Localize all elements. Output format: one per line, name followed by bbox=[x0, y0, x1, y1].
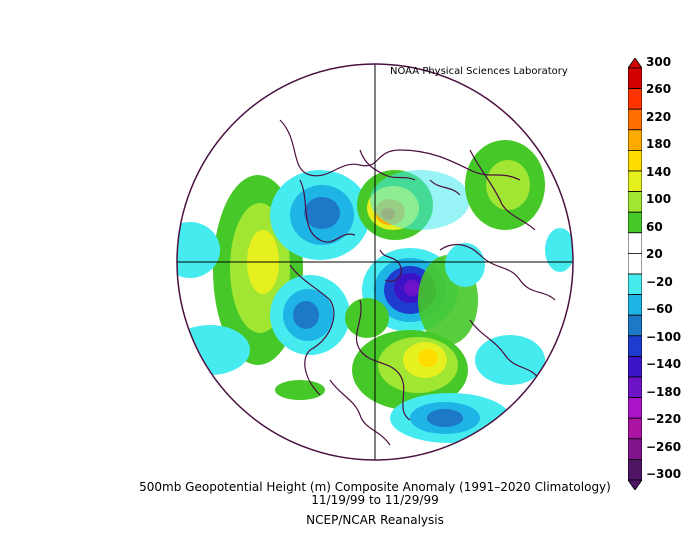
colorbar-segment bbox=[628, 376, 642, 399]
colorbar-tick-label: −60 bbox=[646, 302, 673, 317]
anomaly-negative-alaska bbox=[270, 170, 370, 260]
colorbar-segment bbox=[628, 67, 642, 90]
colorbar-segment bbox=[628, 211, 642, 234]
map-boundary bbox=[176, 63, 574, 461]
caption-title: 500mb Geopotential Height (m) Composite … bbox=[139, 480, 611, 494]
colorbar-tick-label: 220 bbox=[646, 109, 672, 124]
colorbar-tick-label: 300 bbox=[646, 55, 672, 69]
colorbar-segment bbox=[628, 252, 642, 275]
colorbar-segment bbox=[628, 170, 642, 193]
colorbar-segment bbox=[628, 335, 642, 357]
credit-label: NOAA Physical Sciences Laboratory bbox=[390, 66, 568, 77]
colorbar-segment bbox=[628, 150, 642, 172]
colorbar-segment bbox=[628, 458, 642, 481]
colorbar-segment bbox=[628, 417, 642, 440]
colorbar-arrow-bottom bbox=[628, 479, 642, 490]
colorbar-tick-label: −220 bbox=[646, 412, 682, 427]
colorbar-segment bbox=[628, 273, 642, 296]
colorbar-tick-label: 140 bbox=[646, 164, 672, 179]
colorbar-segment bbox=[628, 355, 642, 378]
colorbar-segment bbox=[628, 397, 642, 419]
colorbar-tick-label: −300 bbox=[646, 467, 682, 481]
colorbar-segment bbox=[628, 191, 642, 213]
colorbar-tick-label: −180 bbox=[646, 384, 682, 399]
colorbar-segment bbox=[628, 438, 642, 460]
colorbar-arrow-top bbox=[628, 58, 642, 69]
colorbar-tick-label: 260 bbox=[646, 82, 672, 97]
colorbar-segment bbox=[628, 88, 642, 110]
colorbar-tick-label: 20 bbox=[646, 247, 663, 262]
colorbar-segment bbox=[628, 108, 642, 131]
colorbar-tick-label: 60 bbox=[646, 219, 663, 234]
colorbar-tick-label: 180 bbox=[646, 137, 672, 152]
colorbar-tick-label: −140 bbox=[646, 357, 682, 372]
colorbar-tick-label: −260 bbox=[646, 439, 682, 454]
caption-source: NCEP/NCAR Reanalysis bbox=[306, 513, 444, 527]
colorbar bbox=[628, 58, 642, 490]
colorbar-tick-label: −100 bbox=[646, 329, 682, 344]
caption-dates: 11/19/99 to 11/29/99 bbox=[311, 493, 439, 507]
colorbar-segment bbox=[628, 294, 642, 316]
colorbar-tick-label: −20 bbox=[646, 274, 673, 289]
colorbar-segment bbox=[628, 129, 642, 151]
colorbar-segment bbox=[628, 314, 642, 337]
coastlines bbox=[279, 119, 556, 446]
anomaly-negative-west bbox=[270, 275, 350, 355]
anomaly-positive-atlantic bbox=[352, 330, 468, 410]
colorbar-tick-label: 100 bbox=[646, 192, 672, 207]
colorbar-segment bbox=[628, 232, 642, 254]
